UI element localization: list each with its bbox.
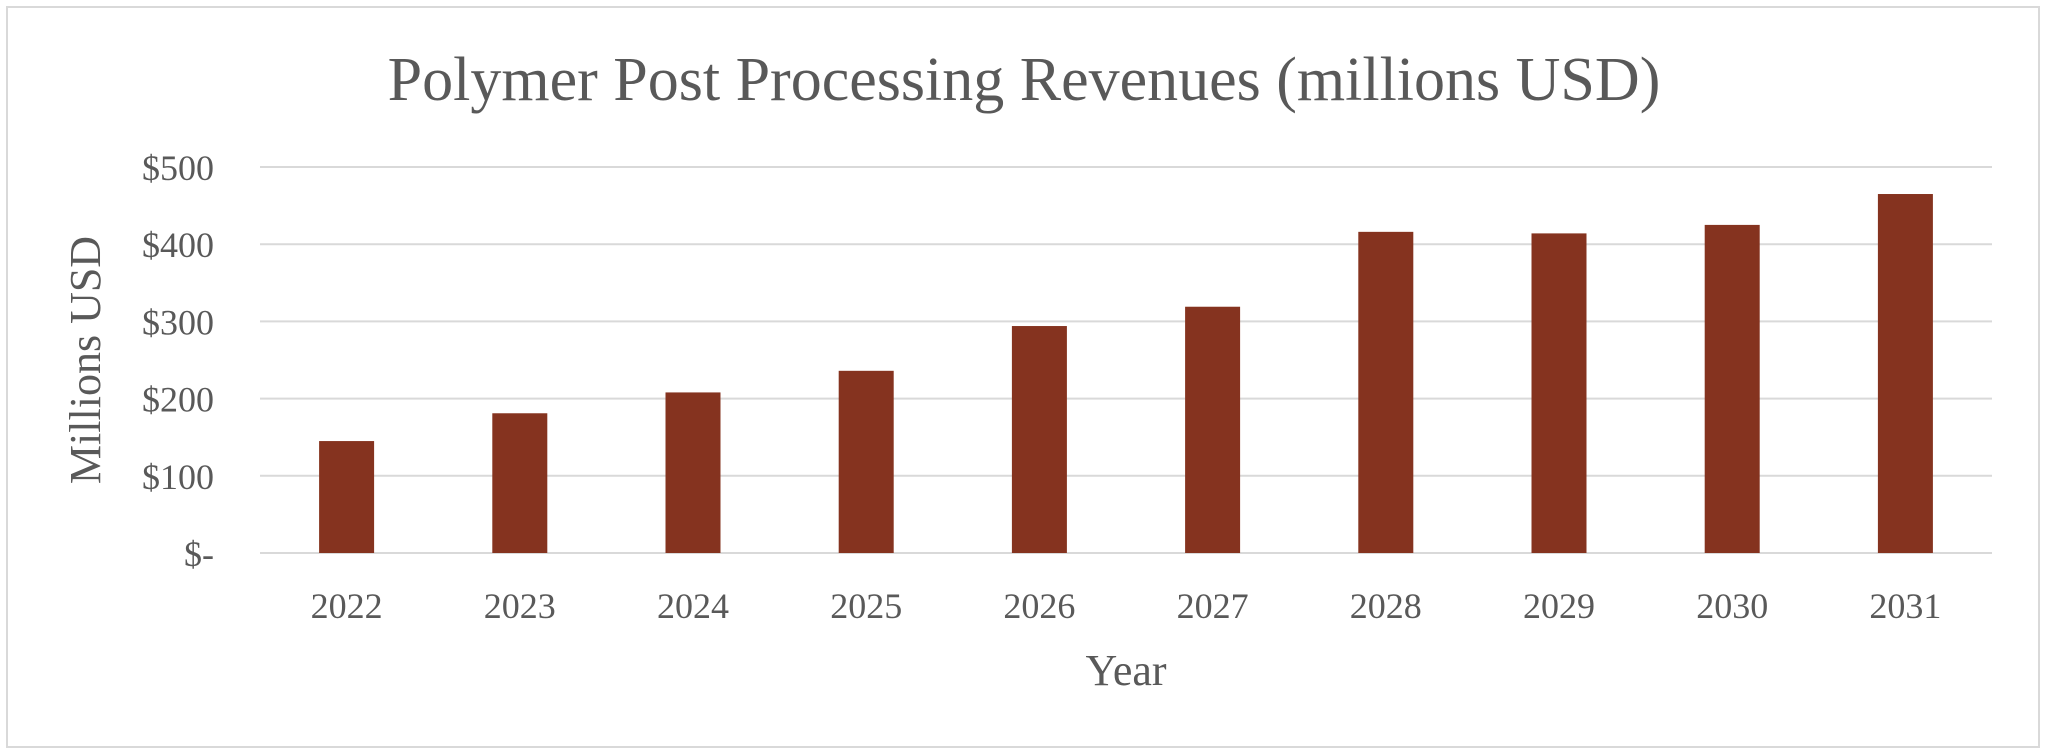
x-tick-label: 2027 xyxy=(1177,586,1249,626)
y-tick-label: $200 xyxy=(142,380,214,420)
bar-2029 xyxy=(1531,233,1587,553)
bar-2026 xyxy=(1011,326,1067,553)
x-tick-label: 2024 xyxy=(657,586,729,626)
bar-2023 xyxy=(492,413,548,553)
x-tick-label: 2022 xyxy=(311,586,383,626)
y-tick-label: $400 xyxy=(142,225,214,265)
bar-2027 xyxy=(1185,306,1241,553)
y-tick-label: $100 xyxy=(142,457,214,497)
x-axis-title: Year xyxy=(1085,646,1166,695)
x-tick-label: 2025 xyxy=(830,586,902,626)
y-tick-label: $300 xyxy=(142,302,214,342)
chart-title: Polymer Post Processing Revenues (millio… xyxy=(388,46,1661,114)
x-axis-ticks: 2022 2023 2024 2025 2026 2027 2028 2029 2030 2031 xyxy=(311,586,1942,626)
x-tick-label: 2031 xyxy=(1869,586,1941,626)
y-axis-ticks: $- $100 $200 $300 $400 $500 xyxy=(142,148,214,574)
bar-2031 xyxy=(1877,194,1933,553)
bar-2024 xyxy=(665,392,721,553)
bar-2022 xyxy=(319,441,375,553)
x-tick-label: 2029 xyxy=(1523,586,1595,626)
x-tick-label: 2023 xyxy=(484,586,556,626)
x-tick-label: 2028 xyxy=(1350,586,1422,626)
y-axis-title: Millions USD xyxy=(61,236,110,484)
bar-2028 xyxy=(1358,231,1414,553)
y-tick-label: $500 xyxy=(142,148,214,188)
x-tick-label: 2030 xyxy=(1696,586,1768,626)
bar-2025 xyxy=(838,370,894,553)
bars xyxy=(319,194,1933,553)
gridlines xyxy=(260,166,1992,554)
bar-2030 xyxy=(1704,224,1760,553)
x-tick-label: 2026 xyxy=(1003,586,1075,626)
y-tick-label: $- xyxy=(184,534,214,574)
